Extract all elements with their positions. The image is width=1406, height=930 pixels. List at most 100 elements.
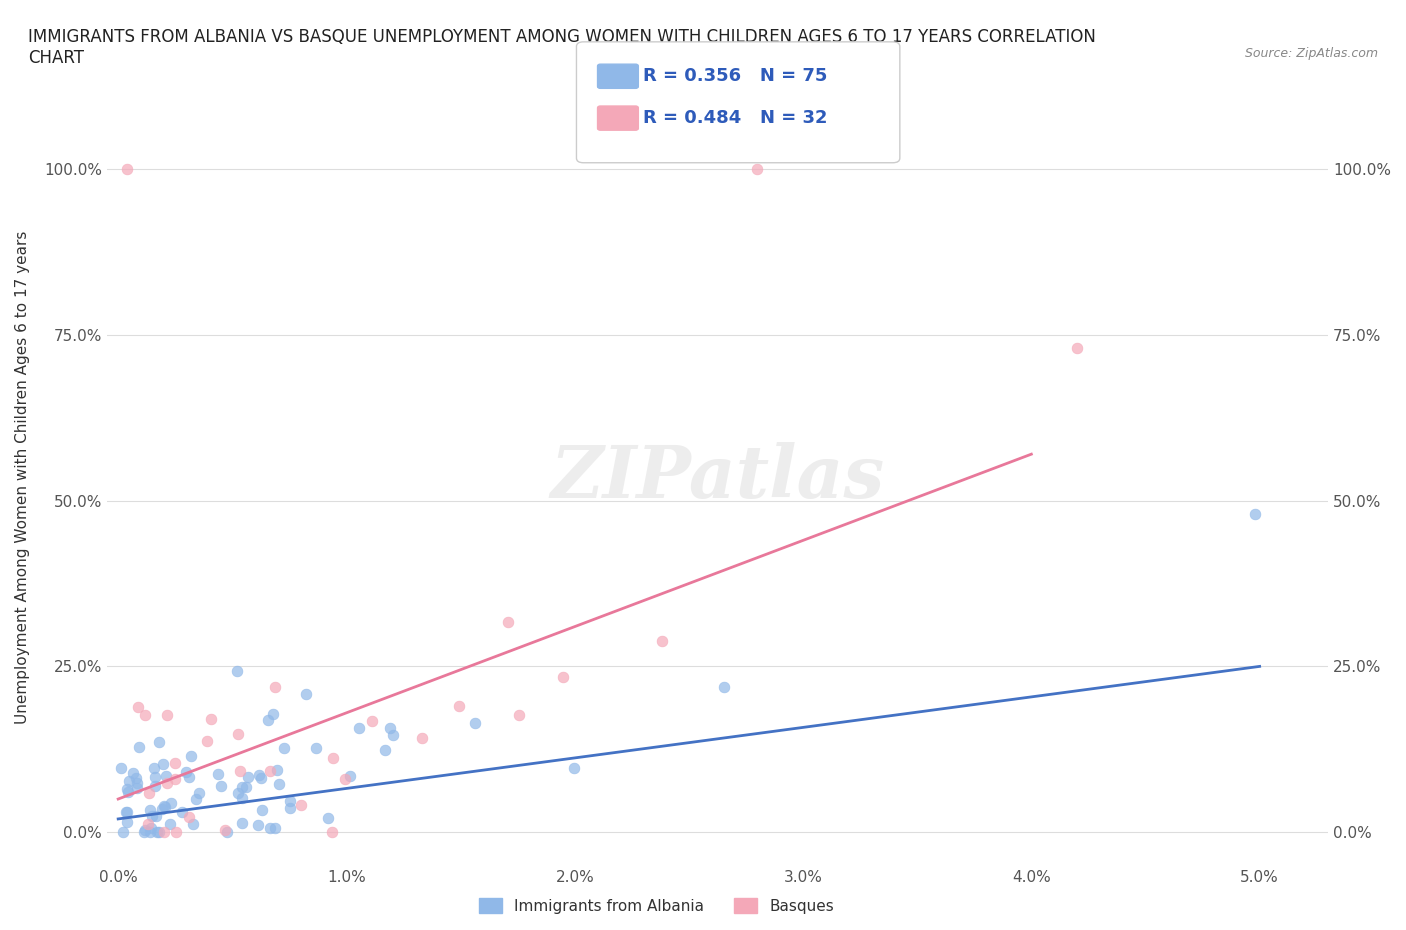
Point: [172, 804, 194, 819]
Point: [321, 825, 343, 840]
Point: [181, 817, 204, 831]
Point: [651, 634, 673, 649]
Point: [153, 825, 176, 840]
Point: [165, 771, 187, 786]
Point: [177, 809, 200, 824]
Text: Source: ZipAtlas.com: Source: ZipAtlas.com: [1244, 46, 1378, 60]
Point: [217, 825, 239, 840]
Point: [236, 769, 259, 784]
Point: [226, 785, 249, 800]
Point: [1244, 507, 1267, 522]
Point: [110, 760, 132, 775]
Point: [247, 768, 270, 783]
Point: [195, 734, 218, 749]
Point: [264, 820, 287, 835]
Point: [262, 707, 284, 722]
Point: [214, 823, 236, 838]
Point: [257, 712, 280, 727]
Point: [159, 795, 181, 810]
Point: [347, 721, 370, 736]
Point: [231, 790, 253, 805]
Point: [252, 803, 274, 817]
Point: [322, 751, 344, 766]
Point: [553, 670, 575, 684]
Point: [125, 771, 148, 786]
Point: [159, 817, 181, 831]
Point: [143, 761, 166, 776]
Point: [747, 162, 769, 177]
Point: [360, 713, 382, 728]
Point: [411, 730, 433, 745]
Point: [143, 769, 166, 784]
Point: [305, 741, 328, 756]
Text: IMMIGRANTS FROM ALBANIA VS BASQUE UNEMPLOYMENT AMONG WOMEN WITH CHILDREN AGES 6 : IMMIGRANTS FROM ALBANIA VS BASQUE UNEMPL…: [28, 28, 1097, 67]
Point: [229, 764, 252, 778]
Point: [290, 798, 312, 813]
Point: [148, 735, 170, 750]
Point: [117, 784, 139, 799]
Point: [146, 825, 169, 840]
Point: [150, 802, 173, 817]
Point: [381, 727, 404, 742]
Point: [112, 825, 135, 840]
Point: [231, 779, 253, 794]
Point: [209, 778, 232, 793]
Point: [562, 761, 585, 776]
Point: [163, 756, 186, 771]
Point: [333, 771, 356, 786]
Point: [145, 808, 167, 823]
Point: [374, 742, 396, 757]
Point: [180, 749, 202, 764]
Point: [269, 777, 291, 791]
Point: [134, 707, 156, 722]
Point: [186, 791, 208, 806]
Point: [152, 799, 174, 814]
Point: [155, 769, 177, 784]
Point: [136, 817, 159, 831]
Point: [339, 769, 361, 784]
Point: [200, 711, 222, 726]
Point: [259, 764, 281, 778]
Point: [132, 825, 155, 840]
Y-axis label: Unemployment Among Women with Children Ages 6 to 17 years: Unemployment Among Women with Children A…: [15, 231, 30, 724]
Text: R = 0.356   N = 75: R = 0.356 N = 75: [643, 67, 827, 86]
Point: [226, 726, 249, 741]
Point: [273, 741, 295, 756]
Point: [316, 811, 339, 826]
Point: [127, 700, 149, 715]
Point: [266, 763, 288, 777]
Point: [165, 825, 187, 840]
Text: ZIPatlas: ZIPatlas: [550, 442, 884, 512]
Point: [155, 800, 177, 815]
Point: [117, 162, 139, 177]
Point: [139, 824, 162, 839]
Point: [148, 825, 170, 840]
Point: [155, 776, 177, 790]
Point: [264, 679, 287, 694]
Point: [125, 780, 148, 795]
Point: [143, 778, 166, 793]
Point: [117, 773, 139, 788]
Legend: Immigrants from Albania, Basques: Immigrants from Albania, Basques: [472, 892, 841, 920]
Point: [380, 721, 402, 736]
Point: [235, 779, 257, 794]
Point: [174, 765, 197, 780]
Point: [449, 698, 471, 713]
Point: [122, 765, 145, 780]
Point: [259, 820, 281, 835]
Point: [134, 822, 156, 837]
Point: [496, 615, 519, 630]
Point: [128, 740, 150, 755]
Point: [139, 803, 162, 817]
Point: [249, 771, 271, 786]
Point: [207, 766, 229, 781]
Point: [226, 663, 249, 678]
Point: [115, 815, 138, 830]
Point: [115, 804, 138, 819]
Point: [139, 820, 162, 835]
Point: [278, 801, 301, 816]
Point: [156, 708, 179, 723]
Point: [295, 686, 318, 701]
Point: [713, 680, 735, 695]
Point: [231, 816, 253, 830]
